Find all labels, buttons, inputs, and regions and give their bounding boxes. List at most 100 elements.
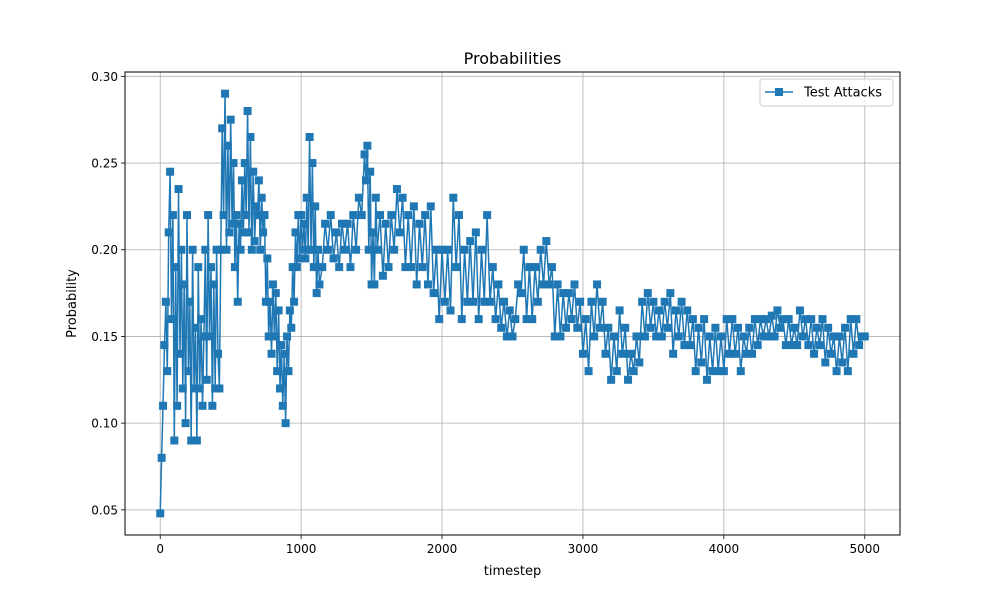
- data-point: [276, 384, 284, 393]
- data-point: [366, 167, 375, 176]
- data-point: [208, 401, 217, 410]
- data-point: [542, 237, 551, 246]
- data-point: [395, 228, 404, 237]
- data-point: [232, 211, 241, 220]
- data-point: [725, 349, 734, 358]
- data-point: [818, 315, 827, 324]
- data-point: [762, 315, 771, 324]
- data-point: [214, 349, 222, 358]
- data-point: [621, 323, 630, 332]
- data-point: [247, 245, 256, 254]
- data-point: [204, 211, 213, 220]
- data-point: [429, 289, 438, 298]
- data-point: [686, 341, 695, 350]
- data-point: [221, 89, 230, 98]
- data-point: [326, 211, 335, 220]
- data-point: [829, 332, 838, 341]
- data-point: [288, 263, 297, 272]
- data-point: [323, 245, 332, 254]
- data-point: [677, 297, 686, 306]
- data-point: [404, 211, 413, 220]
- data-point: [516, 289, 525, 298]
- data-point: [373, 245, 382, 254]
- data-point: [804, 341, 813, 350]
- y-tick-label: 0.10: [91, 417, 118, 431]
- y-tick-label: 0.20: [91, 243, 118, 257]
- data-point: [268, 280, 277, 289]
- data-point: [576, 297, 585, 306]
- data-point: [412, 280, 421, 289]
- data-point: [655, 306, 664, 315]
- data-point: [711, 323, 720, 332]
- data-point: [240, 159, 249, 168]
- plot-frame: [124, 71, 901, 536]
- data-point: [750, 315, 759, 324]
- data-point: [161, 297, 170, 306]
- data-point: [229, 159, 238, 168]
- data-point: [253, 211, 262, 220]
- data-point: [536, 245, 545, 254]
- data-point: [719, 367, 728, 376]
- data-point: [471, 228, 480, 237]
- data-point: [283, 332, 292, 341]
- data-point: [246, 133, 255, 142]
- data-point: [708, 367, 717, 376]
- data-point: [352, 245, 361, 254]
- data-point: [266, 297, 275, 306]
- data-point: [346, 263, 355, 272]
- data-point: [180, 280, 189, 289]
- data-point: [178, 384, 187, 393]
- data-point: [225, 228, 234, 237]
- data-point: [781, 341, 790, 350]
- data-point: [371, 193, 380, 202]
- data-point: [463, 297, 472, 306]
- data-point: [157, 453, 166, 462]
- data-point: [409, 202, 418, 211]
- data-point: [587, 297, 596, 306]
- data-point: [309, 263, 318, 272]
- data-point: [206, 263, 215, 272]
- data-point: [731, 349, 740, 358]
- data-point: [511, 315, 520, 324]
- data-point: [177, 245, 186, 254]
- data-point: [624, 375, 633, 384]
- data-point: [354, 193, 363, 202]
- data-point: [237, 176, 246, 185]
- data-point: [683, 306, 692, 315]
- data-point: [159, 401, 168, 410]
- data-point: [435, 315, 444, 324]
- y-tick-label: 0.30: [91, 70, 118, 84]
- data-point: [190, 384, 199, 393]
- data-point: [343, 219, 352, 228]
- data-point: [222, 245, 231, 254]
- data-point: [567, 315, 576, 324]
- data-point: [261, 297, 270, 306]
- data-point: [440, 297, 449, 306]
- data-point: [680, 341, 689, 350]
- data-point: [387, 211, 396, 220]
- x-tick-label: 0: [156, 542, 164, 556]
- data-point: [485, 297, 494, 306]
- data-point: [784, 315, 793, 324]
- data-point: [257, 193, 266, 202]
- data-point: [277, 341, 286, 350]
- data-point: [660, 297, 669, 306]
- series-line: [159, 92, 865, 514]
- data-point: [632, 332, 641, 341]
- data-point: [188, 245, 197, 254]
- data-point: [849, 349, 858, 358]
- data-point: [243, 107, 252, 116]
- data-point: [767, 311, 776, 320]
- data-point: [522, 315, 531, 324]
- data-point: [691, 367, 700, 376]
- data-point: [674, 332, 683, 341]
- data-point: [340, 245, 349, 254]
- data-point: [733, 323, 742, 332]
- data-point: [164, 228, 173, 237]
- data-point: [438, 245, 447, 254]
- data-point: [745, 323, 754, 332]
- data-point: [212, 245, 221, 254]
- data-point: [280, 349, 289, 358]
- x-tick-label: 1000: [286, 542, 317, 556]
